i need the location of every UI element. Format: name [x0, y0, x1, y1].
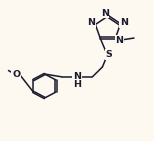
Text: N: N	[115, 36, 123, 45]
Text: H: H	[73, 80, 81, 89]
Text: O: O	[12, 70, 20, 79]
Text: N: N	[101, 9, 109, 18]
Text: N: N	[73, 72, 81, 81]
Text: S: S	[105, 50, 112, 59]
Text: N: N	[120, 18, 128, 27]
Text: N: N	[87, 18, 95, 27]
